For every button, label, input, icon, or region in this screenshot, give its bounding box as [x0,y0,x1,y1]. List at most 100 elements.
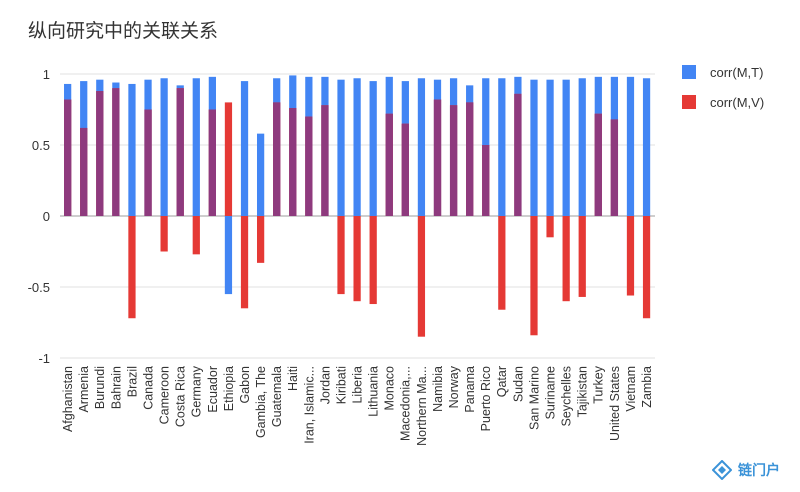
x-tick-label: Gambia, The [254,366,268,438]
bar-corr-mv [128,216,136,319]
bar-overlap [385,113,393,216]
bar-corr-mt [417,78,426,216]
x-tick-label: Cameroon [158,366,172,424]
bar-overlap [610,119,619,216]
legend-item-corr-mv[interactable]: corr(M,V) [682,93,764,111]
legend-label: corr(M,T) [710,64,764,80]
bar-overlap [96,91,104,216]
x-tick-label: Zambia [640,366,654,408]
bar-overlap [433,99,442,216]
x-tick-label: Norway [447,365,461,408]
bar-corr-mv [417,216,426,337]
x-tick-label: Qatar [495,366,509,397]
x-tick-label: Liberia [351,366,365,404]
bar-overlap [401,123,409,216]
y-tick-label: 1 [43,67,50,82]
x-tick-label: Vietnam [624,366,638,412]
legend-swatch-blue [682,65,696,79]
x-tick-label: Jordan [318,366,332,404]
x-tick-label: Puerto Rico [479,366,493,431]
bar-overlap [64,99,72,216]
x-tick-label: Lithuania [367,366,381,417]
bars [64,75,651,337]
bar-overlap [482,145,490,216]
x-tick-label: Burundi [93,366,107,409]
x-tick-label: Kiribati [334,366,348,404]
bar-corr-mt [626,76,635,216]
bar-corr-mt [546,79,554,217]
bar-corr-mt [256,133,265,216]
bar-overlap [208,109,216,216]
x-tick-label: Haiti [286,366,300,391]
bar-corr-mv [626,216,635,296]
x-tick-label: Macedonia,... [399,366,413,441]
x-tick-label: Gabon [238,366,252,404]
x-tick-label: United States [608,366,622,441]
bar-corr-mv [160,216,168,252]
bar-corr-mt [642,78,651,216]
watermark: 链门户 [712,460,780,480]
bar-corr-mv [530,216,538,336]
bar-corr-mt [128,83,136,216]
bar-corr-mt [337,79,345,217]
x-tick-label: Tajikistan [576,366,590,417]
x-tick-label: Turkey [592,365,606,403]
x-tick-label: Bahrain [109,366,123,409]
bar-overlap [321,105,329,216]
x-tick-label: Northern Ma... [415,366,429,446]
bar-corr-mt [562,79,570,217]
x-tick-label: Afghanistan [61,366,75,432]
bar-overlap [273,102,281,216]
watermark-text: 链门户 [738,463,780,479]
bar-corr-mv [578,216,586,297]
bar-corr-mv [546,216,554,238]
y-tick-label: -1 [38,351,50,366]
y-tick-label: 0.5 [32,138,50,153]
y-tick-label: 0 [43,209,50,224]
bar-overlap [176,88,184,216]
bar-corr-mt [240,81,249,216]
bar-corr-mv [240,216,249,309]
bar-corr-mt [224,216,233,295]
bar-overlap [144,109,152,216]
x-tick-label: Germany [190,365,204,417]
bar-corr-mt [192,78,200,216]
bar-corr-mt [160,78,168,216]
x-tick-label: Costa Rica [174,366,188,427]
x-tick-label: Ecuador [206,366,220,413]
bar-overlap [594,113,602,216]
x-axis-ticks: Afghanistan Armenia Burundi Bahrain Brazil Ca… [61,365,654,446]
x-tick-label: Iran, Islamic... [302,366,316,444]
x-tick-label: Panama [463,366,477,413]
bar-corr-mt [530,79,538,217]
legend-label: corr(M,V) [710,94,765,110]
bar-corr-mt [369,81,377,216]
bar-corr-mt [498,78,506,216]
bar-corr-mv [353,216,361,302]
bar-corr-mt [578,78,586,216]
bar-overlap [449,105,458,216]
bar-corr-mv [562,216,570,302]
bar-overlap [289,108,297,216]
x-tick-label: Monaco [383,366,397,411]
y-axis-ticks: 1 0.5 0 -0.5 -1 [28,67,50,366]
legend-swatch-red [682,95,696,109]
bar-corr-mv [498,216,506,310]
x-tick-label: Canada [141,366,155,410]
x-tick-label: Guatemala [270,366,284,427]
bar-overlap [466,102,474,216]
bar-overlap [112,88,120,216]
y-tick-label: -0.5 [28,280,50,295]
x-tick-label: San Marino [527,366,541,430]
x-tick-label: Sudan [511,366,525,402]
bar-corr-mv [642,216,651,319]
chart-title: 纵向研究中的关联关系 [28,20,219,42]
x-tick-label: Armenia [77,366,91,413]
x-tick-label: Seychelles [560,366,574,426]
x-tick-label: Ethiopia [222,366,236,411]
bar-corr-mv [192,216,200,255]
bar-corr-mv [337,216,345,295]
x-tick-label: Suriname [543,366,557,420]
bar-overlap [305,116,313,216]
legend-item-corr-mt[interactable]: corr(M,T) [682,63,764,81]
